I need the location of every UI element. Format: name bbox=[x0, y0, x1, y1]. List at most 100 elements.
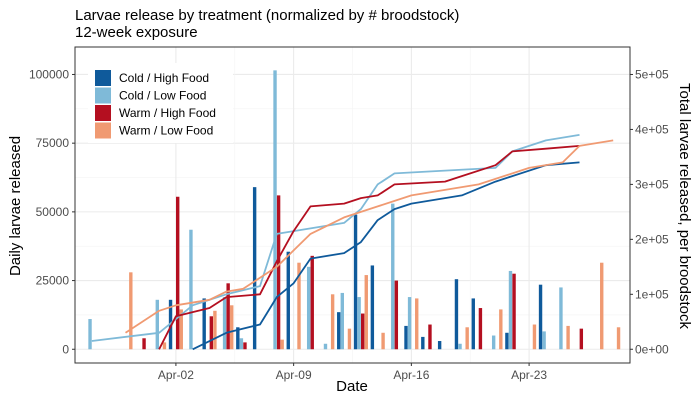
bar bbox=[155, 299, 160, 350]
bar bbox=[330, 294, 335, 350]
y-tick-label: 100000 bbox=[29, 67, 69, 81]
bar bbox=[512, 273, 516, 350]
bar bbox=[364, 275, 368, 350]
plot-border bbox=[74, 46, 631, 364]
bar bbox=[189, 229, 193, 350]
bar bbox=[370, 265, 375, 350]
bars bbox=[88, 70, 621, 350]
bar bbox=[213, 310, 217, 350]
bar bbox=[566, 325, 570, 350]
legend-swatch bbox=[95, 122, 111, 139]
legend-swatch bbox=[95, 70, 111, 86]
bar bbox=[162, 342, 167, 350]
y-tick-label: 25000 bbox=[36, 274, 70, 288]
bar bbox=[391, 203, 395, 350]
bar bbox=[239, 338, 244, 350]
legend-label: Cold / High Food bbox=[119, 71, 209, 85]
bar bbox=[306, 266, 311, 350]
legend-label: Cold / Low Food bbox=[119, 89, 206, 103]
bar bbox=[243, 342, 247, 350]
bar bbox=[226, 283, 230, 350]
bar bbox=[559, 287, 563, 350]
y-tick-label: 50000 bbox=[36, 205, 70, 219]
bar bbox=[236, 327, 240, 350]
x-tick-label: Apr-23 bbox=[511, 368, 547, 382]
bar bbox=[428, 324, 432, 350]
bar bbox=[360, 313, 365, 350]
legend: Cold / High Food Cold / Low Food Warm / Hi… bbox=[88, 63, 233, 143]
y-tick-label: 0 bbox=[62, 342, 69, 356]
y2-tick-label: 2e+05 bbox=[635, 232, 669, 246]
bar bbox=[340, 292, 345, 350]
axes: 0 25000 50000 75000 100000 0e+00 1e+05 2e+05 3e+… bbox=[29, 67, 669, 382]
bar bbox=[458, 343, 462, 350]
bar bbox=[175, 196, 180, 350]
series-line bbox=[125, 139, 614, 334]
bar bbox=[538, 284, 543, 350]
chart-subtitle: 12-week exposure bbox=[75, 24, 198, 41]
bar bbox=[202, 298, 206, 350]
bar bbox=[478, 308, 483, 350]
bar bbox=[415, 298, 419, 350]
y-axis-title: Daily larvae released bbox=[7, 136, 24, 276]
bar bbox=[297, 262, 301, 350]
bar bbox=[404, 325, 408, 350]
bar bbox=[471, 298, 475, 350]
chart-title: Larvae release by treatment (normalized … bbox=[75, 7, 459, 24]
bar bbox=[222, 297, 227, 350]
bar bbox=[310, 255, 314, 350]
series-line bbox=[158, 145, 580, 350]
y2-axis-title: Total larvae released, per broodstock bbox=[676, 83, 693, 329]
series-line bbox=[192, 161, 580, 351]
bar bbox=[499, 309, 503, 350]
bar bbox=[230, 305, 234, 350]
y2-tick-label: 4e+05 bbox=[635, 122, 669, 136]
bar bbox=[276, 195, 281, 350]
x-tick-label: Apr-09 bbox=[276, 368, 312, 382]
legend-swatch bbox=[95, 87, 111, 104]
bar bbox=[252, 187, 257, 350]
bar bbox=[179, 309, 183, 350]
y2-tick-label: 3e+05 bbox=[635, 177, 669, 191]
y2-tick-label: 1e+05 bbox=[635, 287, 669, 301]
bar bbox=[454, 279, 459, 350]
bar bbox=[532, 324, 537, 350]
bar bbox=[508, 270, 513, 350]
bar bbox=[579, 328, 584, 350]
bar bbox=[280, 339, 284, 350]
bar bbox=[88, 319, 92, 350]
legend-label: Warm / High Food bbox=[119, 106, 216, 120]
bar bbox=[394, 280, 399, 350]
bar bbox=[273, 70, 277, 350]
x-axis-title: Date bbox=[336, 378, 368, 395]
bar bbox=[286, 251, 290, 350]
bar bbox=[142, 338, 146, 350]
x-tick-label: Apr-16 bbox=[393, 368, 429, 382]
bar bbox=[600, 262, 604, 350]
bar bbox=[407, 297, 412, 350]
bar bbox=[323, 343, 328, 350]
legend-swatch bbox=[95, 105, 111, 121]
bar bbox=[381, 332, 385, 350]
y-tick-label: 75000 bbox=[36, 136, 70, 150]
bar bbox=[347, 328, 352, 350]
bar bbox=[353, 214, 358, 350]
bar bbox=[616, 327, 621, 350]
bar bbox=[491, 335, 496, 350]
y2-tick-label: 0e+00 bbox=[635, 342, 669, 356]
legend-box bbox=[88, 63, 233, 143]
y2-tick-label: 5e+05 bbox=[635, 67, 669, 81]
x-tick-label: Apr-02 bbox=[158, 368, 194, 382]
bar bbox=[437, 341, 442, 350]
bar bbox=[357, 297, 361, 350]
bar bbox=[421, 336, 425, 350]
bar bbox=[129, 272, 133, 350]
bar bbox=[209, 316, 214, 350]
bar bbox=[505, 332, 509, 350]
cumulative-lines bbox=[91, 134, 614, 351]
bar bbox=[542, 331, 546, 350]
bar bbox=[465, 327, 469, 350]
bar bbox=[337, 312, 341, 350]
